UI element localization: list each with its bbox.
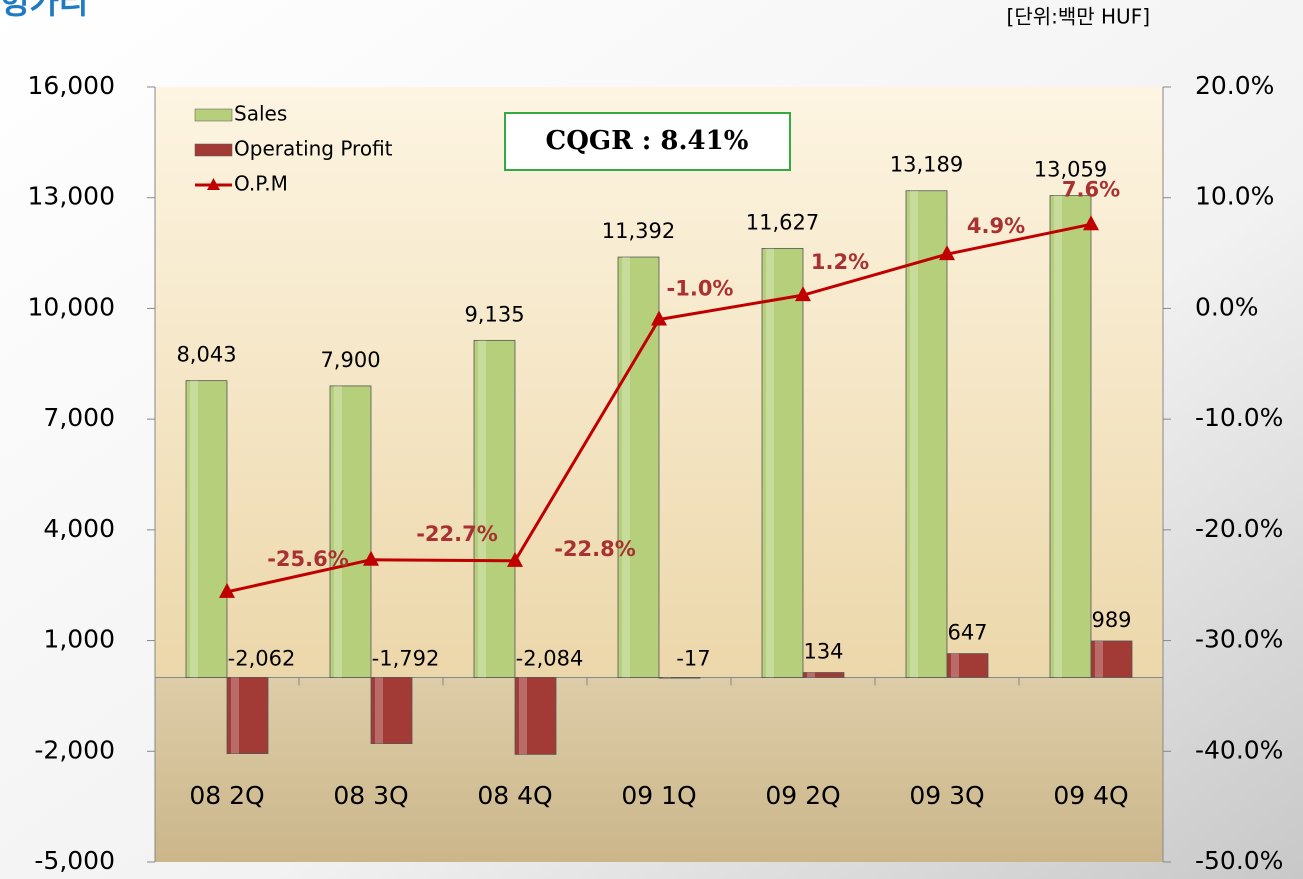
x-tick-label: 09 1Q	[621, 781, 696, 810]
bar-shade	[478, 340, 486, 678]
data-label: -17	[676, 646, 710, 670]
line-marker	[363, 550, 379, 566]
y2-tick-label: -40.0%	[1195, 735, 1283, 764]
y-tick-label: -5,000	[34, 846, 115, 875]
data-label: -1,792	[372, 646, 440, 670]
bar-shade	[190, 380, 198, 678]
bar-shade	[1095, 640, 1103, 678]
data-label: 11,627	[746, 210, 819, 234]
data-label: 7,900	[320, 348, 380, 372]
data-label: 8,043	[176, 343, 236, 367]
data-label: 647	[947, 621, 987, 645]
data-label: 11,392	[602, 219, 675, 243]
legend-marker	[207, 178, 220, 190]
line-marker	[939, 245, 955, 261]
y2-tick-label: -10.0%	[1195, 403, 1283, 432]
line-marker	[651, 310, 667, 326]
bar	[946, 653, 989, 678]
y2-tick-label: 20.0%	[1195, 71, 1274, 100]
bar	[370, 677, 413, 745]
line-marker	[795, 286, 811, 302]
bar-shade	[951, 653, 959, 678]
x-tick-label: 09 3Q	[909, 781, 984, 810]
x-tick-label: 09 4Q	[1053, 781, 1128, 810]
bar-shade	[375, 677, 383, 744]
bar	[329, 385, 372, 678]
data-label: 9,135	[464, 302, 524, 326]
bar	[226, 677, 269, 754]
legend-label: Sales	[234, 102, 287, 126]
data-label: -25.6%	[267, 547, 349, 571]
y2-tick-label: -50.0%	[1195, 846, 1283, 875]
data-label: 134	[803, 640, 843, 664]
data-label: 4.9%	[967, 214, 1025, 238]
y2-tick-label: 10.0%	[1195, 182, 1274, 211]
y-tick-label: 16,000	[28, 71, 115, 100]
bar-shade	[334, 385, 342, 678]
data-label: 13,189	[890, 153, 963, 177]
legend-label: Operating Profit	[234, 137, 393, 161]
y-tick-label: 10,000	[28, 292, 115, 321]
y-tick-label: 1,000	[43, 625, 115, 654]
data-label: -2,062	[228, 646, 296, 670]
bar	[514, 677, 557, 755]
legend-label: O.P.M	[234, 172, 288, 196]
y2-tick-label: -20.0%	[1195, 514, 1283, 543]
y-tick-label: 4,000	[43, 514, 115, 543]
bar-shade	[766, 248, 774, 678]
unit-note: [단위:백만 HUF]	[1007, 5, 1150, 29]
y-tick-label: 13,000	[28, 182, 115, 211]
data-label: -22.7%	[416, 522, 498, 546]
data-label: -22.8%	[554, 537, 636, 561]
bar	[658, 677, 701, 679]
bar	[185, 380, 228, 678]
y2-tick-label: -30.0%	[1195, 625, 1283, 654]
bar	[1049, 195, 1092, 678]
bar	[802, 672, 845, 678]
bar	[905, 190, 948, 678]
x-tick-label: 08 2Q	[189, 781, 264, 810]
data-label: 13,059	[1034, 158, 1107, 182]
chart-title: 헝가리	[0, 0, 88, 21]
legend-swatch	[194, 143, 233, 157]
bar	[761, 247, 804, 678]
bar-shade	[519, 677, 527, 755]
line-marker	[219, 582, 235, 598]
x-tick-label: 09 2Q	[765, 781, 840, 810]
bar-shade	[663, 677, 671, 679]
legend-swatch	[194, 108, 233, 122]
bar-shade	[622, 257, 630, 678]
line-marker	[507, 551, 523, 567]
bar-shade	[1054, 195, 1062, 678]
y2-tick-label: 0.0%	[1195, 292, 1259, 321]
bar	[617, 256, 660, 678]
bar-shade	[910, 190, 918, 678]
bar-shade	[231, 677, 239, 754]
data-label: 1.2%	[811, 250, 869, 274]
data-label: -2,084	[516, 646, 584, 670]
annotation: CQGR : 8.41%	[546, 126, 749, 156]
data-label: 7.6%	[1062, 177, 1120, 201]
data-label: -1.0%	[667, 277, 734, 301]
data-label: 989	[1091, 608, 1131, 632]
annotation-box	[504, 112, 791, 171]
bar	[1090, 640, 1133, 678]
x-tick-label: 08 3Q	[333, 781, 408, 810]
plot-bottom	[155, 677, 1163, 862]
bar-shade	[807, 672, 815, 678]
y-tick-label: -2,000	[34, 735, 115, 764]
y-tick-label: 7,000	[43, 403, 115, 432]
bar	[473, 339, 516, 678]
line-marker	[1083, 215, 1099, 231]
x-tick-label: 08 4Q	[477, 781, 552, 810]
